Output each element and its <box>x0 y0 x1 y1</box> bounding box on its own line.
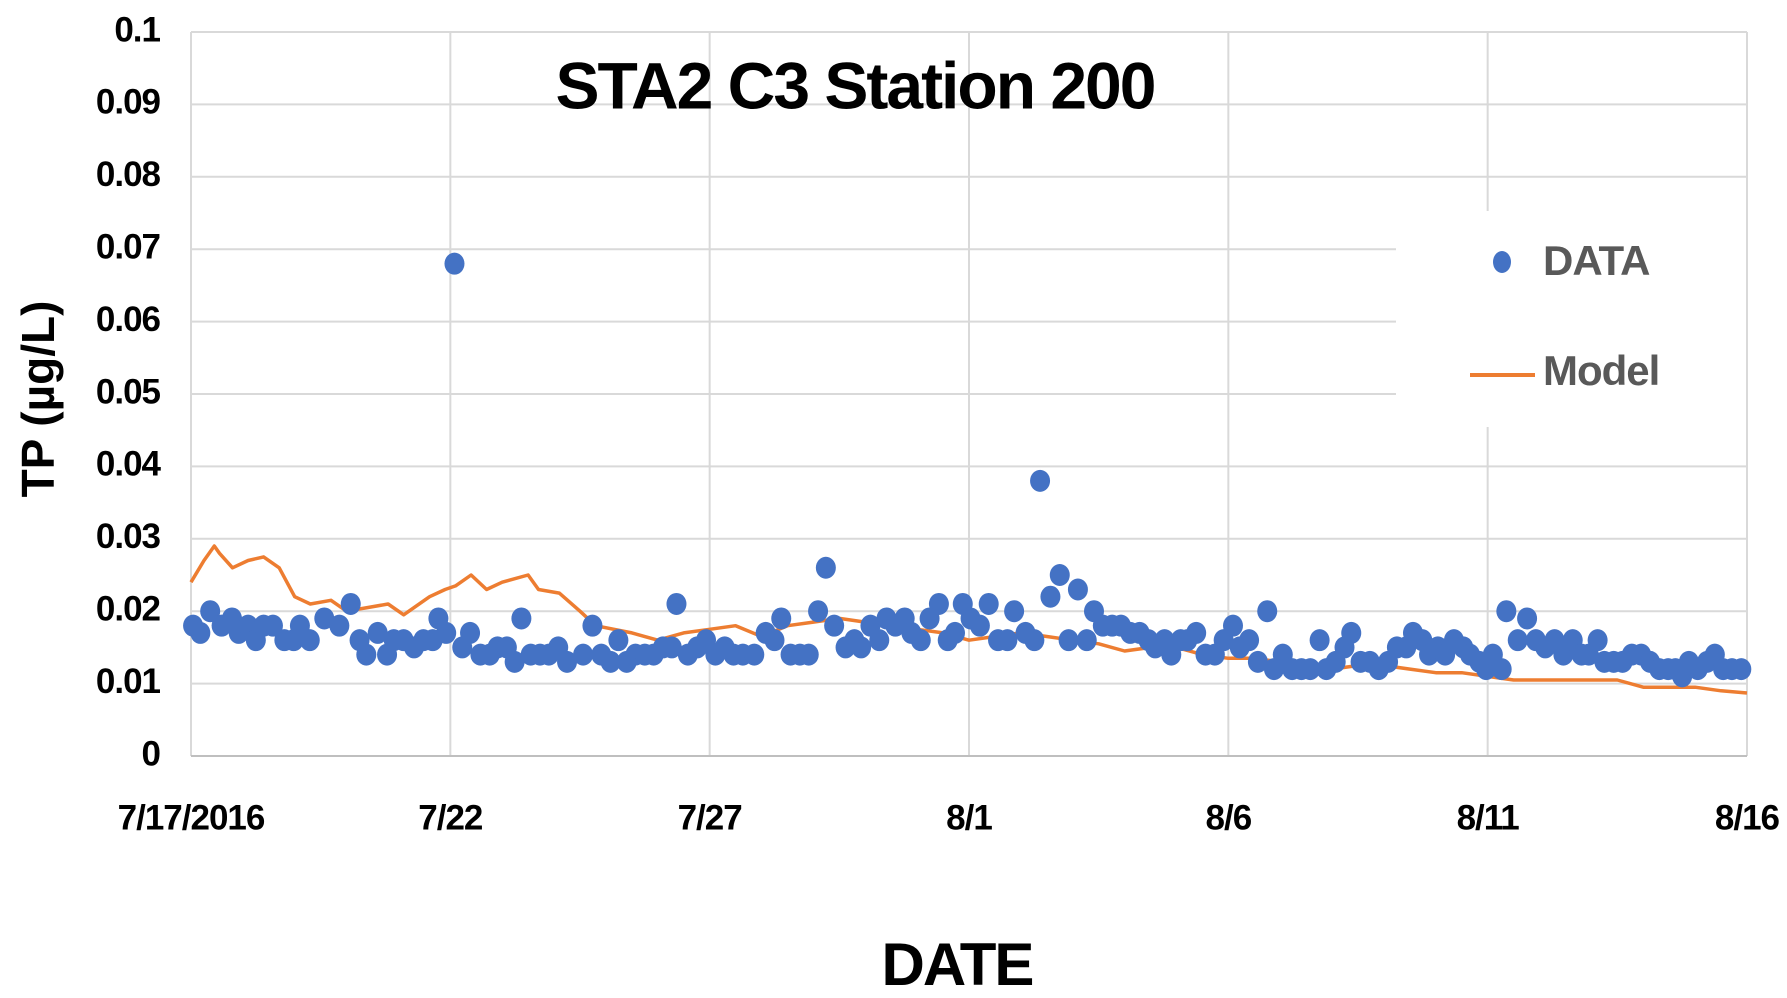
data-point <box>504 650 525 673</box>
data-point <box>200 600 221 623</box>
data-point <box>978 592 999 615</box>
data-point <box>1309 629 1330 652</box>
data-point <box>557 650 578 673</box>
data-point <box>1731 658 1752 681</box>
y-tick-label: 0.04 <box>96 445 162 484</box>
data-point <box>299 629 320 652</box>
data-point <box>1040 585 1061 608</box>
data-point <box>798 643 819 666</box>
data-point <box>869 629 890 652</box>
data-point <box>340 592 361 615</box>
data-point <box>1067 578 1088 601</box>
legend: DATA Model <box>1396 211 1746 427</box>
data-point <box>1223 614 1244 637</box>
y-tick-label: 0.03 <box>96 517 161 556</box>
data-point <box>1587 629 1608 652</box>
y-tick-label: 0.05 <box>96 372 161 411</box>
y-tick-label: 0.09 <box>96 83 161 122</box>
data-point <box>608 629 629 652</box>
data-point <box>771 607 792 630</box>
data-point <box>582 614 603 637</box>
data-point <box>1341 621 1362 644</box>
data-point <box>666 592 687 615</box>
data-point <box>661 636 682 659</box>
legend-label: Model <box>1543 347 1659 394</box>
data-point <box>997 629 1018 652</box>
data-point <box>314 607 335 630</box>
x-axis-label: DATE <box>882 931 1033 998</box>
data-point <box>573 643 594 666</box>
y-tick-label: 0 <box>142 734 161 773</box>
data-point <box>744 643 765 666</box>
data-point <box>1076 629 1097 652</box>
y-tick-label: 0.01 <box>96 662 161 701</box>
chart-title: STA2 C3 Station 200 <box>556 48 1155 122</box>
data-point <box>1058 629 1079 652</box>
data-point <box>1186 621 1207 644</box>
data-point <box>1496 600 1517 623</box>
data-point <box>1030 469 1051 492</box>
data-point <box>1507 629 1528 652</box>
x-tick-label: 7/22 <box>418 798 483 837</box>
x-tick-label: 8/6 <box>1206 798 1252 837</box>
data-point <box>851 636 872 659</box>
x-tick-label: 8/11 <box>1457 798 1520 837</box>
y-tick-label: 0.06 <box>96 300 161 339</box>
data-point <box>444 252 465 275</box>
x-tick-label: 8/16 <box>1715 798 1780 837</box>
x-tick-label: 7/17/2016 <box>118 798 265 837</box>
data-point <box>1049 564 1070 586</box>
data-point <box>1004 600 1025 623</box>
x-tick-label: 7/27 <box>678 798 742 837</box>
data-point <box>600 650 621 673</box>
y-axis-label: TP (µg/L) <box>12 301 64 498</box>
data-point <box>928 592 949 615</box>
data-point <box>944 621 965 644</box>
legend-swatch <box>1493 251 1511 273</box>
data-point <box>1491 658 1512 681</box>
data-point <box>190 621 211 644</box>
y-tick-label: 0.08 <box>96 155 161 194</box>
data-point <box>1247 650 1268 673</box>
data-point <box>808 600 829 623</box>
legend-box <box>1396 211 1746 427</box>
y-tick-label: 0.02 <box>96 589 161 628</box>
data-point <box>1239 629 1260 652</box>
data-point <box>460 621 481 644</box>
data-point <box>969 614 990 637</box>
data-point <box>329 614 350 637</box>
x-tick-label: 8/1 <box>946 798 992 837</box>
data-point <box>356 643 377 666</box>
data-point <box>1024 629 1045 652</box>
data-point <box>764 629 785 652</box>
data-point <box>815 556 836 579</box>
data-point <box>1517 607 1538 630</box>
data-point <box>824 614 845 637</box>
y-tick-label: 0.1 <box>114 10 160 49</box>
y-tick-label: 0.07 <box>96 227 160 266</box>
data-point <box>1300 658 1321 681</box>
data-point <box>1257 600 1278 623</box>
legend-label: DATA <box>1543 237 1650 284</box>
plot-marks <box>183 252 1752 695</box>
data-point <box>436 621 457 644</box>
data-point <box>262 614 283 637</box>
data-point <box>910 629 931 652</box>
data-point <box>367 621 388 644</box>
data-point <box>511 607 532 630</box>
